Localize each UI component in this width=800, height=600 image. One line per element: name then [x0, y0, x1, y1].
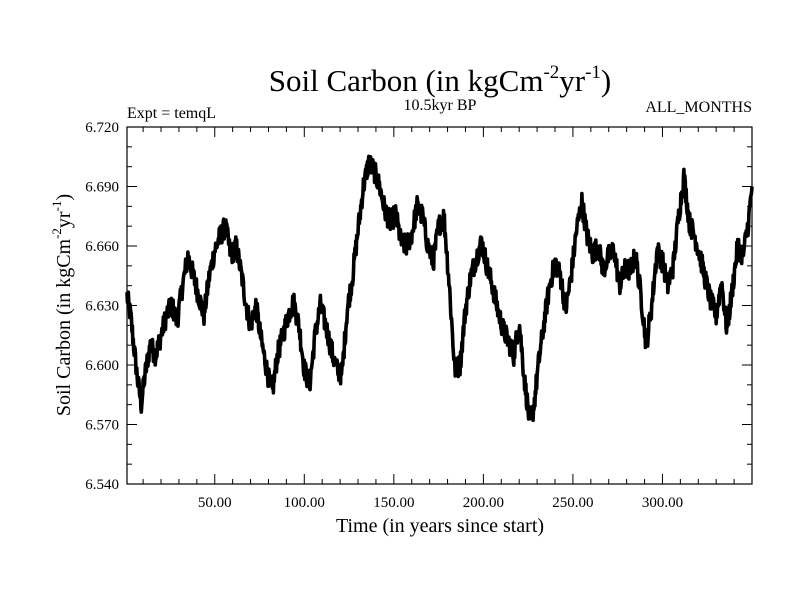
x-axis-label: Time (in years since start) — [336, 515, 544, 537]
y-label-main: Soil Carbon (in kgCm — [53, 238, 75, 416]
x-tick-label: 200.00 — [463, 495, 504, 511]
experiment-label: Expt = temqL — [127, 105, 216, 122]
y-axis-label: Soil Carbon (in kgCm-2yr-1) — [49, 194, 75, 416]
y-label-end: ) — [53, 194, 75, 201]
y-tick-label: 6.570 — [85, 418, 119, 434]
chart-title: Soil Carbon (in kgCm-2yr-1) — [269, 62, 612, 98]
soil-carbon-series-line — [125, 154, 754, 423]
y-tick-label: 6.630 — [85, 299, 119, 315]
plot-area: 6.540 6.570 6.600 6.630 6.660 6.690 6.720 50.0… — [85, 120, 754, 511]
x-tick-label: 100.00 — [284, 495, 325, 511]
x-tick-label: 50.00 — [198, 495, 232, 511]
title-superscript-1: -2 — [543, 62, 559, 83]
y-label-superscript-2: -1 — [49, 201, 64, 212]
x-tick-label: 150.00 — [373, 495, 414, 511]
y-axis-ticks: 6.540 6.570 6.600 6.630 6.660 6.690 6.720 — [85, 120, 752, 493]
y-tick-label: 6.720 — [85, 120, 119, 136]
y-tick-label: 6.540 — [85, 477, 119, 493]
months-label: ALL_MONTHS — [645, 99, 752, 116]
title-superscript-2: -1 — [585, 62, 601, 83]
y-label-superscript-1: -2 — [49, 228, 64, 239]
x-tick-label: 300.00 — [642, 495, 683, 511]
x-tick-label: 250.00 — [552, 495, 593, 511]
plot-frame — [126, 126, 753, 485]
period-label: 10.5kyr BP — [404, 97, 477, 114]
x-axis-ticks: 50.00 100.00 150.00 200.00 250.00 300.00 — [142, 127, 753, 511]
y-label-mid: yr — [53, 211, 75, 228]
title-end: ) — [601, 63, 611, 98]
y-tick-label: 6.600 — [85, 358, 119, 374]
y-tick-label: 6.690 — [85, 180, 119, 196]
title-mid: yr — [559, 63, 586, 98]
y-tick-label: 6.660 — [85, 239, 119, 255]
title-main: Soil Carbon (in kgCm — [269, 63, 544, 98]
